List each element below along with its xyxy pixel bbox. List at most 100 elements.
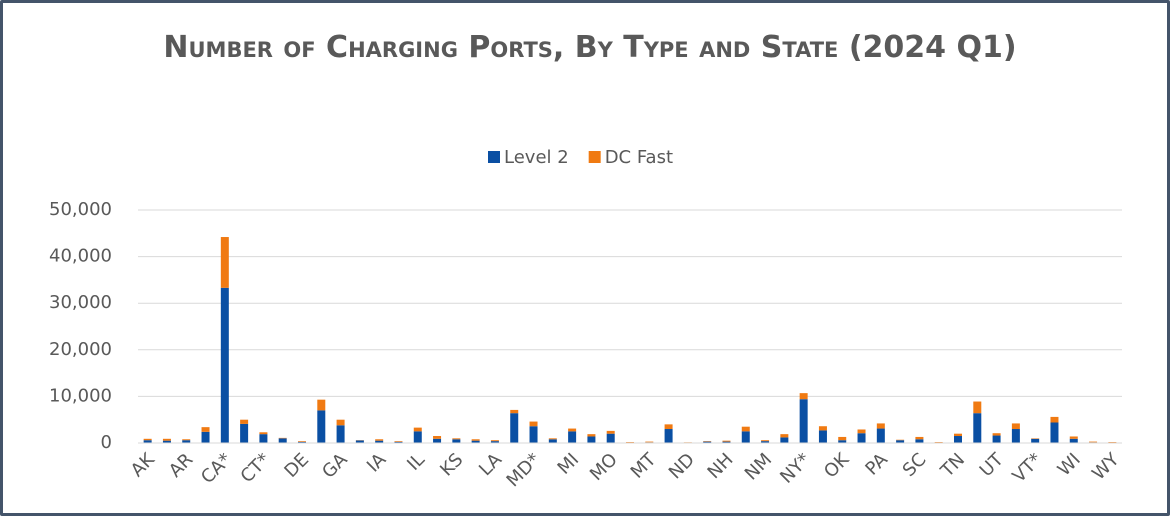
bar-segment bbox=[278, 438, 287, 443]
bar-segment bbox=[182, 439, 191, 441]
bar-segment bbox=[220, 287, 229, 443]
bar-segment bbox=[529, 421, 538, 427]
legend-swatch bbox=[588, 151, 601, 163]
x-tick-label: MO bbox=[586, 449, 622, 485]
bar-segment bbox=[490, 441, 499, 443]
bar-segment bbox=[1089, 441, 1098, 443]
bar-segment bbox=[703, 441, 712, 443]
bar-segment bbox=[954, 433, 962, 437]
y-tick-label: 50,000 bbox=[49, 199, 112, 220]
bar-segment bbox=[568, 428, 577, 432]
bar-segment bbox=[741, 431, 750, 443]
bar-segment bbox=[143, 440, 152, 443]
bar-segment bbox=[298, 441, 306, 443]
legend-label: DC Fast bbox=[605, 147, 673, 168]
bar-segment bbox=[1050, 422, 1059, 443]
bar-segment bbox=[510, 409, 519, 414]
bar-segment bbox=[317, 399, 326, 411]
x-tick-label: MI bbox=[554, 449, 584, 479]
x-tick-label: TN bbox=[936, 449, 969, 482]
x-tick-label: NM bbox=[741, 449, 776, 484]
bar-segment bbox=[818, 430, 827, 443]
bar-segment bbox=[510, 413, 519, 443]
bar-segment bbox=[876, 428, 885, 443]
bar-segment bbox=[992, 435, 1001, 443]
bar-segment bbox=[433, 436, 442, 439]
bar-segment bbox=[799, 393, 808, 400]
bar-segment bbox=[162, 440, 171, 443]
bar-segment bbox=[471, 439, 480, 441]
bar-segment bbox=[587, 436, 596, 443]
bar-segment bbox=[896, 440, 905, 443]
bar-segment bbox=[529, 426, 538, 443]
bar-segment bbox=[876, 423, 885, 429]
x-tick-label: WY bbox=[1088, 449, 1124, 485]
bar-segment bbox=[413, 431, 422, 443]
x-tick-label: OK bbox=[820, 448, 854, 482]
x-tick-label: AK bbox=[127, 448, 160, 481]
bar-segment bbox=[664, 424, 673, 430]
bar-segment bbox=[336, 425, 345, 443]
bar-segment bbox=[1050, 416, 1059, 423]
bar-segment bbox=[375, 440, 384, 443]
bar-segment bbox=[201, 431, 210, 443]
x-tick-label: WI bbox=[1054, 449, 1085, 480]
legend-swatch bbox=[488, 151, 500, 163]
bar-segment bbox=[780, 437, 789, 443]
x-tick-label: ND bbox=[665, 449, 699, 483]
bar-segment bbox=[838, 436, 847, 441]
bar-segment bbox=[490, 440, 499, 442]
bar-segment bbox=[645, 441, 654, 443]
bar-segment bbox=[471, 440, 480, 443]
bar-segment bbox=[857, 433, 866, 443]
bar-segment bbox=[1069, 438, 1078, 443]
bar-segment bbox=[259, 432, 268, 435]
bar-segment bbox=[182, 440, 191, 443]
bar-segment bbox=[452, 439, 461, 443]
bar-segment bbox=[375, 439, 384, 441]
x-tick-label: DE bbox=[280, 449, 313, 482]
bar-segment bbox=[973, 401, 982, 414]
y-tick-label: 10,000 bbox=[49, 385, 112, 406]
bar-segment bbox=[857, 429, 866, 434]
bar-segment bbox=[240, 419, 249, 424]
bar-segment bbox=[915, 436, 924, 440]
bar-segment bbox=[298, 441, 306, 442]
x-tick-label: SC bbox=[899, 449, 931, 481]
y-tick-label: 30,000 bbox=[49, 292, 112, 313]
bar-segment bbox=[568, 431, 577, 443]
bar-segment bbox=[336, 419, 345, 426]
x-tick-label: MT bbox=[627, 449, 661, 483]
bar-segment bbox=[1069, 436, 1078, 439]
bar-segment bbox=[761, 440, 770, 442]
bar-segment bbox=[973, 413, 982, 443]
x-tick-label: NH bbox=[704, 449, 738, 483]
legend-label: Level 2 bbox=[504, 147, 569, 168]
x-tick-label: IA bbox=[363, 449, 391, 477]
bar-segment bbox=[761, 441, 770, 443]
bar-segment bbox=[240, 423, 249, 443]
bar-segment bbox=[838, 440, 847, 443]
bar-segment bbox=[799, 399, 808, 443]
bar-segment bbox=[606, 433, 615, 443]
x-tick-label: MD* bbox=[503, 449, 545, 491]
bar-segment bbox=[915, 439, 924, 443]
bar-segment bbox=[413, 427, 422, 432]
x-tick-label: CT* bbox=[237, 449, 275, 487]
bar-segment bbox=[548, 438, 557, 440]
bar-segment bbox=[1011, 429, 1020, 443]
bar-segment bbox=[818, 426, 827, 431]
y-tick-label: 40,000 bbox=[49, 246, 112, 267]
x-tick-label: KS bbox=[436, 449, 467, 480]
x-tick-label: GA bbox=[318, 449, 352, 483]
bar-segment bbox=[355, 440, 364, 443]
y-tick-label: 20,000 bbox=[49, 339, 112, 360]
chart-title: Number of Charging Ports, By Type and St… bbox=[163, 30, 1017, 65]
bar-segment bbox=[1031, 438, 1040, 443]
bar-segment bbox=[722, 441, 731, 443]
bar-segment bbox=[259, 434, 268, 443]
bar-segment bbox=[394, 441, 403, 443]
bar-segment bbox=[992, 433, 1001, 436]
bar-segment bbox=[317, 410, 326, 443]
y-tick-label: 0 bbox=[101, 432, 112, 453]
